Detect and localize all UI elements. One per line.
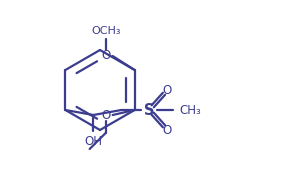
Text: OCH₃: OCH₃	[91, 26, 120, 36]
Text: O: O	[163, 84, 172, 97]
Text: O: O	[163, 124, 172, 137]
Text: S: S	[144, 102, 154, 118]
Text: O: O	[101, 108, 110, 121]
Text: O: O	[101, 49, 110, 62]
Text: CH₃: CH₃	[179, 103, 201, 116]
Text: OH: OH	[84, 135, 102, 148]
